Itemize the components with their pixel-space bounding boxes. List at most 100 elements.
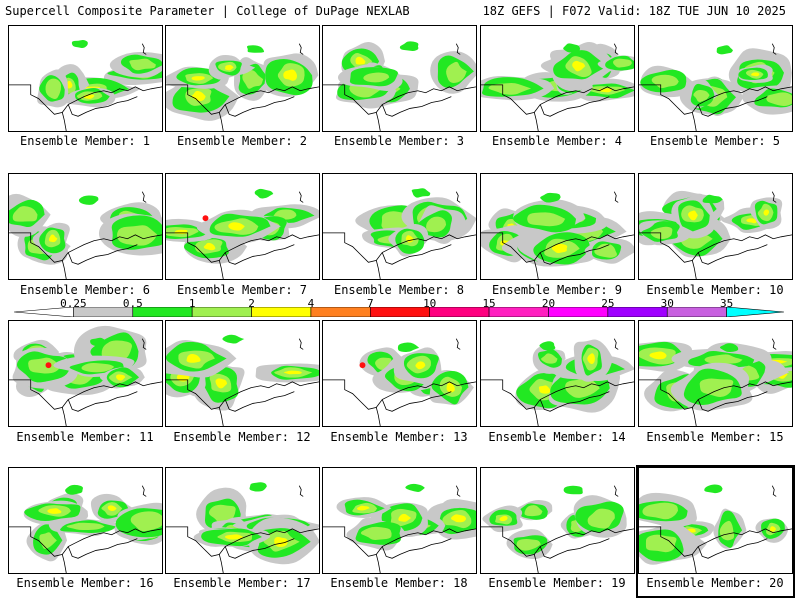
coastline [166, 232, 319, 263]
scp-contour [191, 76, 205, 81]
coastline [323, 232, 476, 263]
ensemble-panel[interactable] [165, 173, 320, 280]
scp-contour [398, 513, 412, 522]
scp-core [45, 362, 52, 369]
colorbar-segment [370, 307, 430, 317]
selected-member-box [636, 465, 795, 598]
colorbar-tick-label: 15 [482, 297, 496, 310]
ensemble-panel[interactable] [165, 25, 320, 132]
scp-contour [224, 534, 244, 540]
ensemble-panel[interactable] [322, 173, 477, 280]
scp-contour [203, 242, 216, 251]
member-label: Ensemble Member: 17 [173, 576, 311, 590]
scp-contour [704, 354, 743, 365]
member-label: Ensemble Member: 5 [649, 134, 781, 148]
scp-contour [645, 534, 677, 553]
scp-contour [488, 83, 532, 95]
scp-contour [541, 353, 558, 364]
scp-core [359, 362, 366, 369]
scp-contour [186, 354, 201, 363]
scp-contour [704, 484, 723, 494]
title-left: Supercell Composite Parameter | College … [5, 4, 410, 18]
panel-map [323, 188, 476, 279]
colorbar-segment [666, 307, 727, 317]
ensemble-panel[interactable] [638, 173, 793, 280]
panel-map [166, 188, 319, 279]
coastline [639, 84, 792, 115]
colorbar-segment [191, 307, 252, 317]
colorbar-segment [429, 307, 490, 317]
coastline [481, 526, 634, 557]
ensemble-panel[interactable] [165, 320, 320, 427]
scp-contour [539, 341, 556, 351]
ensemble-panel[interactable] [322, 467, 477, 574]
member-label: Ensemble Member: 12 [173, 430, 311, 444]
ensemble-panel[interactable] [638, 25, 793, 132]
scp-contour [363, 72, 390, 83]
ensemble-panel[interactable] [8, 467, 163, 574]
colorbar-tick-label: 20 [541, 297, 556, 310]
ensemble-panel[interactable] [322, 25, 477, 132]
ensemble-panel[interactable] [638, 320, 793, 427]
gulf-coast [533, 244, 610, 279]
member-label: Ensemble Member: 20 [646, 576, 784, 590]
coastline [166, 526, 319, 557]
ensemble-panel[interactable] [8, 173, 163, 280]
ensemble-panel[interactable] [8, 320, 163, 427]
lake-outline [298, 338, 304, 350]
gulf-coast [375, 391, 452, 426]
gulf-coast [533, 391, 610, 426]
member-label: Ensemble Member: 18 [330, 576, 468, 590]
coastline [9, 84, 162, 115]
scp-contour [613, 58, 632, 68]
coastline [166, 379, 319, 410]
ensemble-panel[interactable] [480, 467, 635, 574]
coastline [323, 526, 476, 557]
scp-contour [39, 532, 57, 550]
gulf-coast [533, 96, 610, 131]
scp-contour [565, 378, 600, 398]
gulf-coast [218, 538, 295, 573]
scp-contour [693, 89, 710, 102]
gulf-coast [218, 96, 295, 131]
coastline [166, 84, 319, 115]
ensemble-panel[interactable] [8, 25, 163, 132]
scp-contour [499, 515, 508, 522]
scp-contour [751, 72, 760, 77]
ensemble-panel[interactable] [480, 25, 635, 132]
ensemble-panel[interactable] [165, 467, 320, 574]
lake-outline [455, 43, 461, 55]
gulf-coast [375, 96, 452, 131]
lake-outline [771, 485, 777, 497]
member-label: Ensemble Member: 3 [333, 134, 465, 148]
lake-outline [771, 191, 777, 203]
scp-contour [702, 194, 723, 204]
lake-outline [613, 485, 619, 497]
ensemble-panel[interactable] [638, 467, 793, 574]
lake-outline [613, 43, 619, 55]
colorbar-segment [607, 307, 668, 317]
colorbar-tick-label: 10 [423, 297, 437, 310]
panel-map [323, 41, 476, 131]
scp-core [202, 215, 209, 222]
scp-contour [426, 216, 447, 233]
scp-contour [763, 209, 770, 216]
ensemble-panel[interactable] [322, 320, 477, 427]
scp-contour [355, 56, 366, 65]
colorbar-tick-label: 0.5 [122, 297, 143, 310]
ensemble-panel[interactable] [480, 320, 635, 427]
panel-map [481, 191, 634, 279]
scp-contour [283, 69, 297, 81]
coastline [481, 232, 634, 263]
coastline [481, 84, 634, 115]
ensemble-panel[interactable] [480, 173, 635, 280]
colorbar-tick-label: 2 [248, 297, 255, 310]
scp-contour [246, 45, 265, 53]
coastline [639, 232, 792, 263]
scp-contour [450, 514, 467, 523]
lake-outline [455, 338, 461, 350]
member-label: Ensemble Member: 2 [176, 134, 308, 148]
lake-outline [771, 338, 777, 350]
colorbar-segment [310, 307, 371, 317]
member-label: Ensemble Member: 16 [16, 576, 154, 590]
